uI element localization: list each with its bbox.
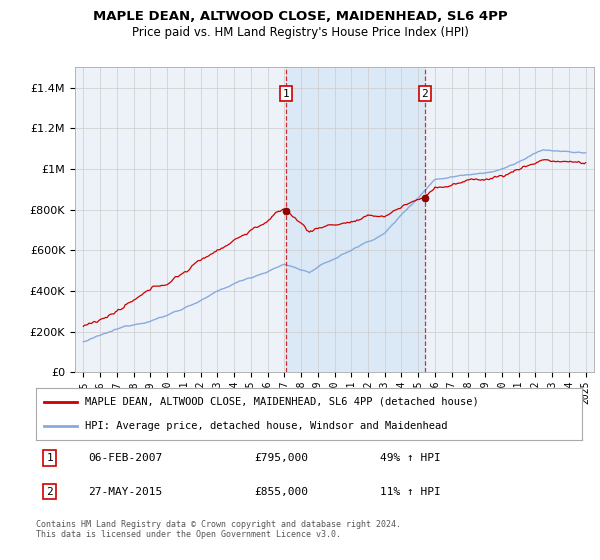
Text: £855,000: £855,000 (254, 487, 308, 497)
Text: Contains HM Land Registry data © Crown copyright and database right 2024.
This d: Contains HM Land Registry data © Crown c… (36, 520, 401, 539)
Bar (286, 67, 425, 372)
Text: 1: 1 (283, 88, 289, 99)
Text: 2: 2 (422, 88, 428, 99)
Text: MAPLE DEAN, ALTWOOD CLOSE, MAIDENHEAD, SL6 4PP: MAPLE DEAN, ALTWOOD CLOSE, MAIDENHEAD, S… (92, 10, 508, 23)
Text: Price paid vs. HM Land Registry's House Price Index (HPI): Price paid vs. HM Land Registry's House … (131, 26, 469, 39)
Text: 2: 2 (46, 487, 53, 497)
Text: 06-FEB-2007: 06-FEB-2007 (88, 453, 162, 463)
Text: 49% ↑ HPI: 49% ↑ HPI (380, 453, 441, 463)
Text: 1: 1 (46, 453, 53, 463)
Text: £795,000: £795,000 (254, 453, 308, 463)
Text: 27-MAY-2015: 27-MAY-2015 (88, 487, 162, 497)
Text: MAPLE DEAN, ALTWOOD CLOSE, MAIDENHEAD, SL6 4PP (detached house): MAPLE DEAN, ALTWOOD CLOSE, MAIDENHEAD, S… (85, 396, 479, 407)
Text: HPI: Average price, detached house, Windsor and Maidenhead: HPI: Average price, detached house, Wind… (85, 421, 448, 431)
Text: 11% ↑ HPI: 11% ↑ HPI (380, 487, 441, 497)
